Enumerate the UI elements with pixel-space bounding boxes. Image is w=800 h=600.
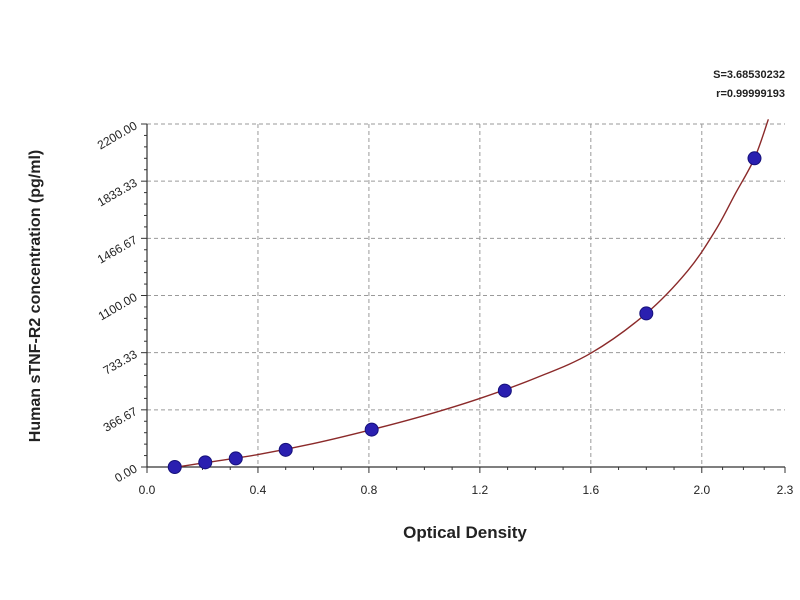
data-point <box>228 451 243 466</box>
x-tick-labels: 0.0 0.4 0.8 1.2 1.6 2.0 2.3 <box>139 483 794 497</box>
y-tick-label: 733.33 <box>101 347 140 378</box>
x-tick-label: 0.4 <box>250 483 267 497</box>
x-tick-label: 1.2 <box>472 483 489 497</box>
fit-curve <box>172 119 770 467</box>
x-tick-label: 0.8 <box>361 483 378 497</box>
x-tick-label: 2.0 <box>693 483 710 497</box>
y-tick-label: 1833.33 <box>95 175 140 209</box>
y-tick-labels: 0.00 366.67 733.33 1100.00 1466.67 1833.33 220… <box>95 118 140 485</box>
data-point <box>639 306 654 321</box>
x-tick-label: 1.6 <box>582 483 599 497</box>
x-tick-label: 2.3 <box>777 483 794 497</box>
data-point <box>167 460 182 474</box>
data-point <box>747 151 762 166</box>
data-point <box>198 455 213 470</box>
y-tick-label: 1100.00 <box>96 290 140 324</box>
grid-lines <box>147 123 785 467</box>
y-axis-title: Human sTNF-R2 concentration (pg/ml) <box>27 150 44 442</box>
stat-s-value: S=3.68530232 <box>713 69 785 81</box>
x-tick-label: 0.0 <box>139 483 156 497</box>
y-tick-label: 366.67 <box>101 404 140 435</box>
data-point <box>278 442 293 457</box>
stat-r-value: r=0.99999193 <box>716 88 785 100</box>
data-point <box>364 422 379 437</box>
axes <box>141 123 786 473</box>
y-tick-label: 2200.00 <box>95 118 140 152</box>
fit-curve-layer <box>172 119 770 467</box>
y-tick-label: 1466.67 <box>95 233 140 267</box>
data-points <box>167 151 762 474</box>
y-tick-label: 0.00 <box>112 461 140 485</box>
x-axis-title: Optical Density <box>403 523 527 542</box>
data-point <box>497 383 512 398</box>
